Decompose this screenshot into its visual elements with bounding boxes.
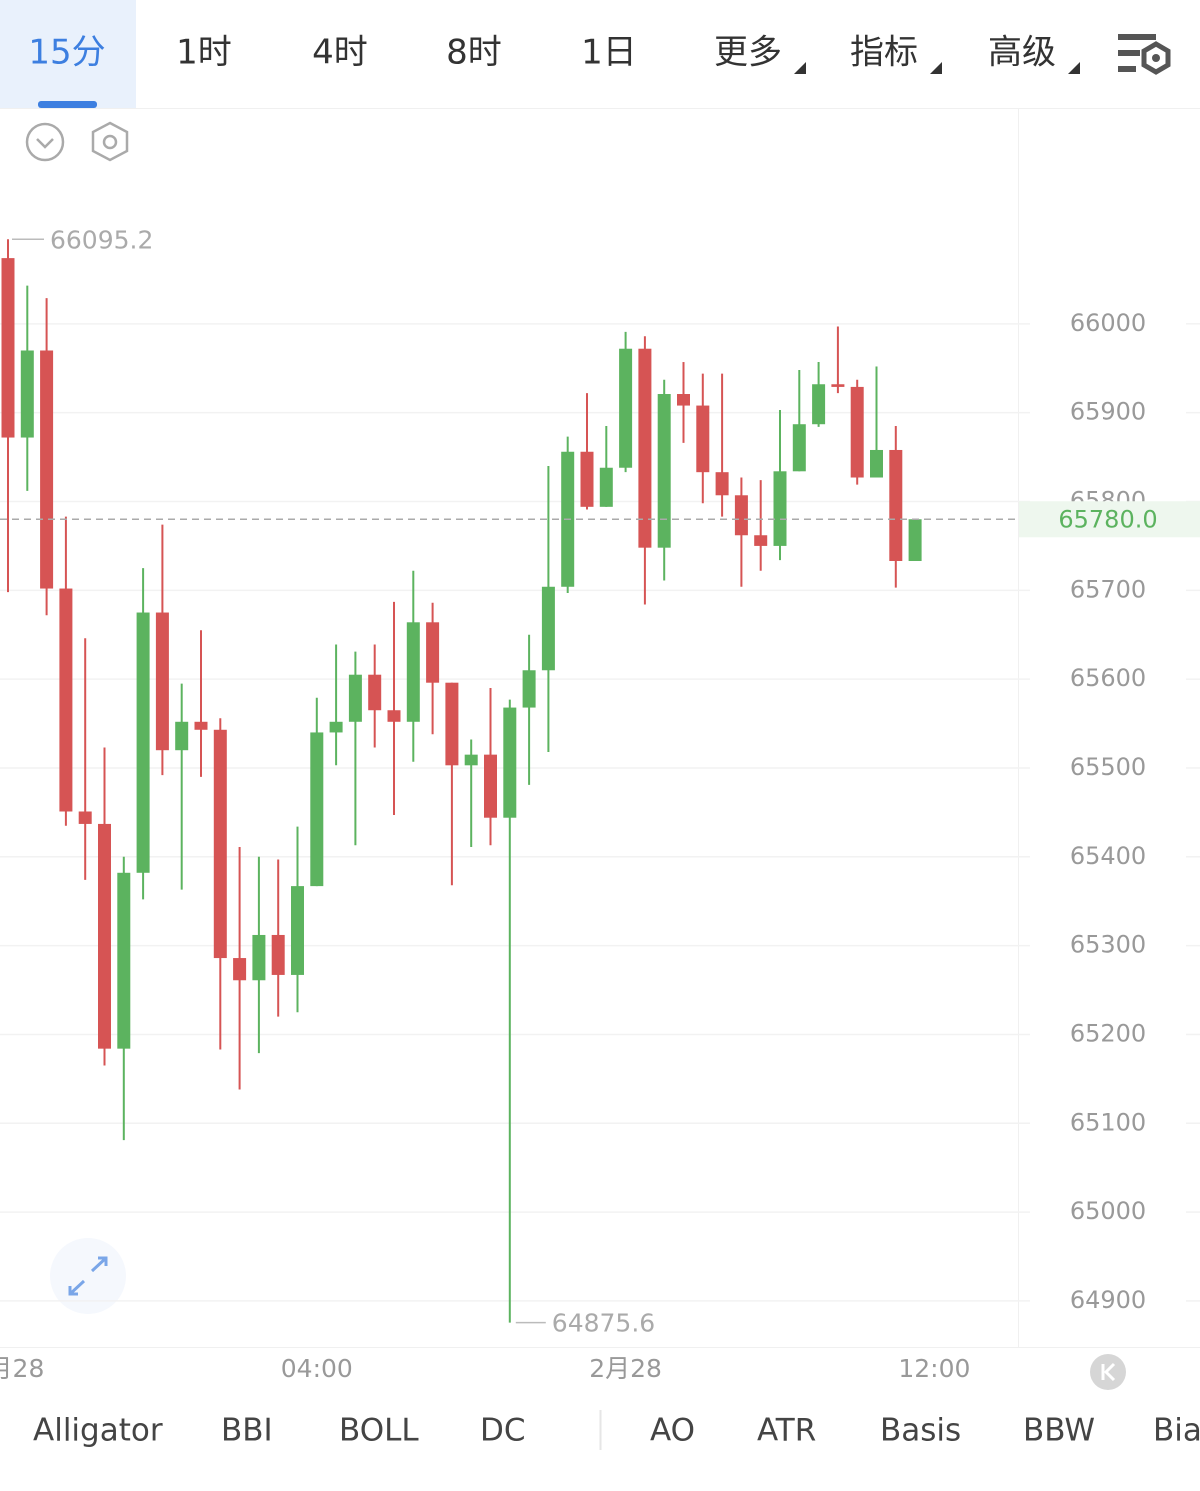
y-tick-label: 65500 [1070,753,1146,781]
candle-body [136,612,150,873]
scroll-latest-button[interactable] [1090,1354,1126,1390]
candle-body [213,729,227,959]
candle-body [522,670,536,708]
candle-body [464,754,478,766]
candle-body [908,519,922,562]
indicator[interactable]: AO [650,1413,695,1449]
candle-body [445,682,459,766]
candle-body [773,471,787,546]
tab[interactable]: 高级 [988,33,1056,73]
candle-body [194,721,208,730]
tab[interactable]: 15分 [28,33,105,73]
active-tab-indicator [38,101,97,108]
indicator[interactable]: Alligator [33,1413,163,1449]
y-tick-label: 65300 [1070,931,1146,959]
settings-icon[interactable] [91,121,129,162]
candle-body [850,386,864,478]
tab[interactable]: 更多 [714,33,782,73]
y-tick-label: 65200 [1070,1019,1146,1047]
candle-body [406,622,420,722]
candle-body [426,622,440,683]
candle-body [40,350,54,589]
candle-body [503,707,517,818]
dropdown-arrow [1068,62,1080,74]
candle-body [870,449,883,478]
candle-body [368,674,382,711]
candle-body [580,451,594,507]
chart-settings-icon[interactable] [1118,34,1171,75]
indicator[interactable]: Basis [880,1413,961,1449]
candle-body [696,405,710,473]
indicator[interactable]: BBI [221,1413,273,1449]
candle-body [117,872,131,1049]
candle-body [252,934,266,981]
candle-body [792,424,806,472]
candle-body [657,394,671,548]
candle-body [734,495,748,536]
candle-body [59,588,73,812]
dropdown-arrow [794,62,806,74]
y-tick-label: 65400 [1070,842,1146,870]
candle-body [889,449,903,562]
tab[interactable]: 1时 [176,33,232,73]
min-label: 64875.6 [552,1309,655,1338]
indicator[interactable]: DC [480,1413,526,1449]
candle-body [638,348,652,548]
candle-body [291,886,304,975]
candle-body [541,586,555,671]
candle-body [1,258,15,438]
candle-body [310,732,324,887]
x-tick-label: 12:00 [898,1354,970,1383]
candle-body [271,934,285,975]
indicator[interactable]: BBW [1023,1413,1095,1449]
tab[interactable]: 指标 [850,33,918,73]
indicator[interactable]: Bias [1153,1413,1200,1449]
y-tick-label: 65700 [1070,575,1146,603]
collapse-icon[interactable] [25,122,65,162]
last-price-box [1019,501,1200,538]
y-tick-label: 65900 [1070,398,1146,426]
y-tick-label: 65100 [1070,1108,1146,1136]
candle-body [812,384,826,425]
candle-body [175,721,189,751]
plot: 64900 65000 65100 65200 65300 65400 65500 65600… [0,225,1200,1383]
candle-body [619,348,633,468]
candle-body [20,350,34,438]
dropdown-arrow [930,62,942,74]
last-price-label: 65780.0 [1058,505,1157,533]
candle-body [348,674,362,722]
candle-body [329,721,343,733]
indicator[interactable]: ATR [757,1413,816,1449]
candle-body [78,811,92,824]
y-tick-label: 65000 [1070,1197,1146,1225]
x-tick-label: 2月28 [0,1354,44,1383]
fullscreen-button[interactable] [50,1238,126,1314]
candle-body [155,612,169,751]
candle-body [715,472,729,496]
tab[interactable]: 8时 [446,33,502,73]
tab[interactable]: 4时 [312,33,368,73]
candle-body [387,710,401,722]
candle-body [831,384,845,387]
x-tick-label: 2月28 [589,1354,662,1383]
candle-body [677,394,690,406]
y-tick-label: 64900 [1070,1286,1146,1314]
active-tab-bg [0,0,136,108]
candle-body [484,754,497,818]
max-label: 66095.2 [50,225,153,254]
candle-body [754,535,768,546]
y-tick-label: 66000 [1070,309,1146,337]
indicator[interactable]: BOLL [339,1413,419,1449]
candle-body [233,958,247,981]
candle-body [98,823,111,1049]
tab[interactable]: 1日 [581,33,637,73]
x-tick-label: 04:00 [281,1354,353,1383]
candle-body [599,467,613,507]
y-tick-label: 65600 [1070,664,1146,692]
